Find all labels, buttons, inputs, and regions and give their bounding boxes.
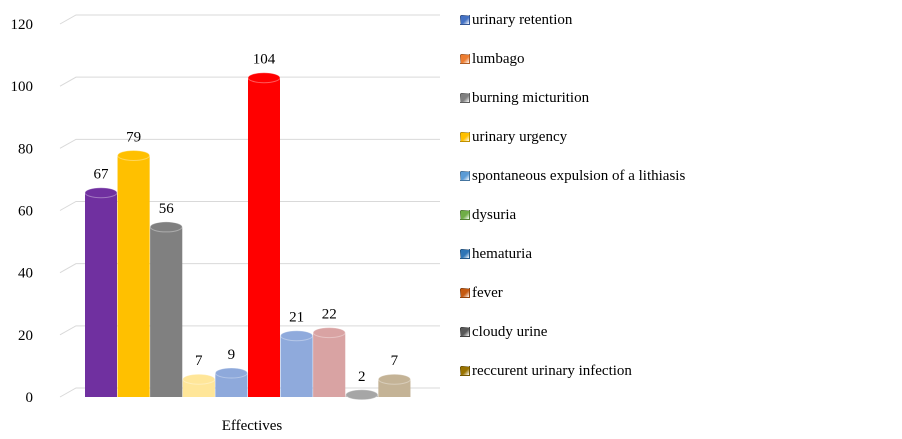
data-label: 21 bbox=[289, 310, 304, 326]
legend-item: reccurent urinary infection bbox=[460, 361, 632, 381]
legend-label: urinary urgency bbox=[472, 128, 568, 145]
y-tick-label: 40 bbox=[18, 266, 33, 282]
legend-swatch bbox=[460, 54, 470, 64]
bar bbox=[117, 149, 151, 397]
legend-swatch bbox=[460, 93, 470, 103]
data-label: 67 bbox=[94, 167, 110, 183]
legend-item: cloudy urine bbox=[460, 322, 547, 342]
legend-item: lumbago bbox=[460, 49, 525, 69]
bar-top bbox=[377, 373, 411, 385]
gridline bbox=[59, 263, 440, 274]
y-axis-ticks: 0 20 40 60 80 100 120 bbox=[11, 17, 34, 406]
data-label: 56 bbox=[159, 201, 175, 217]
data-label: 7 bbox=[391, 353, 399, 369]
legend-swatch bbox=[460, 327, 470, 337]
gridline bbox=[59, 76, 440, 87]
bar-shading bbox=[150, 226, 183, 397]
bar-shading bbox=[280, 335, 313, 397]
bar-top bbox=[214, 367, 248, 379]
bar-top bbox=[345, 389, 379, 401]
legend-label: fever bbox=[472, 284, 503, 301]
data-label: 79 bbox=[126, 129, 141, 145]
legend-swatch bbox=[460, 288, 470, 298]
bar bbox=[312, 327, 346, 397]
legend-item: spontaneous expulsion of a lithiasis bbox=[460, 166, 685, 186]
bar-top bbox=[247, 72, 281, 84]
data-label: 9 bbox=[228, 347, 236, 363]
bar-shading bbox=[378, 379, 411, 397]
y-tick-label: 100 bbox=[11, 79, 34, 95]
bar bbox=[345, 389, 379, 401]
bar-shading bbox=[215, 373, 248, 397]
data-label: 7 bbox=[195, 353, 203, 369]
bar-shading bbox=[182, 379, 215, 397]
legend-label: hematuria bbox=[472, 245, 532, 262]
legend-label: lumbago bbox=[472, 50, 525, 67]
bar bbox=[280, 330, 314, 397]
y-tick-label: 120 bbox=[11, 17, 34, 33]
data-label: 104 bbox=[253, 52, 276, 68]
bars bbox=[84, 72, 411, 401]
legend-item: urinary urgency bbox=[460, 127, 567, 147]
bar bbox=[84, 187, 118, 397]
legend-label: burning micturition bbox=[472, 89, 590, 106]
legend-swatch bbox=[460, 132, 470, 142]
gridline bbox=[59, 138, 440, 149]
legend-label: urinary retention bbox=[472, 11, 573, 28]
bar-top bbox=[312, 327, 346, 339]
y-tick-label: 0 bbox=[26, 390, 34, 406]
bar bbox=[247, 72, 281, 397]
legend-swatch bbox=[460, 249, 470, 259]
bar bbox=[214, 367, 248, 397]
legend-item: burning micturition bbox=[460, 88, 589, 108]
bar-shading bbox=[85, 192, 117, 397]
gridline bbox=[59, 325, 440, 336]
gridline bbox=[59, 14, 440, 25]
legend-swatch bbox=[460, 366, 470, 376]
bar-shading bbox=[117, 155, 150, 397]
legend-label: dysuria bbox=[472, 206, 517, 223]
data-label: 22 bbox=[322, 307, 337, 323]
y-tick-label: 60 bbox=[18, 204, 33, 220]
x-category-label: Effectives bbox=[222, 418, 283, 434]
legend-swatch bbox=[460, 15, 470, 25]
bar bbox=[149, 221, 183, 397]
legend-label: reccurent urinary infection bbox=[472, 362, 632, 379]
bar-top bbox=[182, 373, 216, 385]
bar bbox=[182, 373, 216, 397]
legend-label: cloudy urine bbox=[472, 323, 548, 340]
bar-top bbox=[280, 330, 314, 342]
gridline bbox=[59, 201, 440, 211]
y-tick-label: 20 bbox=[18, 328, 33, 344]
bar-top bbox=[117, 149, 151, 161]
legend-label: spontaneous expulsion of a lithiasis bbox=[472, 167, 686, 184]
legend-swatch bbox=[460, 171, 470, 181]
legend-item: dysuria bbox=[460, 205, 516, 225]
bar-shading bbox=[248, 77, 280, 397]
legend-item: hematuria bbox=[460, 244, 532, 264]
legend-item: urinary retention bbox=[460, 10, 572, 30]
data-label: 2 bbox=[358, 369, 366, 385]
bar-shading bbox=[313, 332, 346, 397]
bar-top bbox=[149, 221, 183, 233]
y-tick-label: 80 bbox=[18, 141, 33, 157]
bar-top bbox=[84, 187, 118, 199]
bar bbox=[377, 373, 411, 397]
gridlines bbox=[59, 14, 440, 398]
legend-item: fever bbox=[460, 283, 503, 303]
legend-swatch bbox=[460, 210, 470, 220]
